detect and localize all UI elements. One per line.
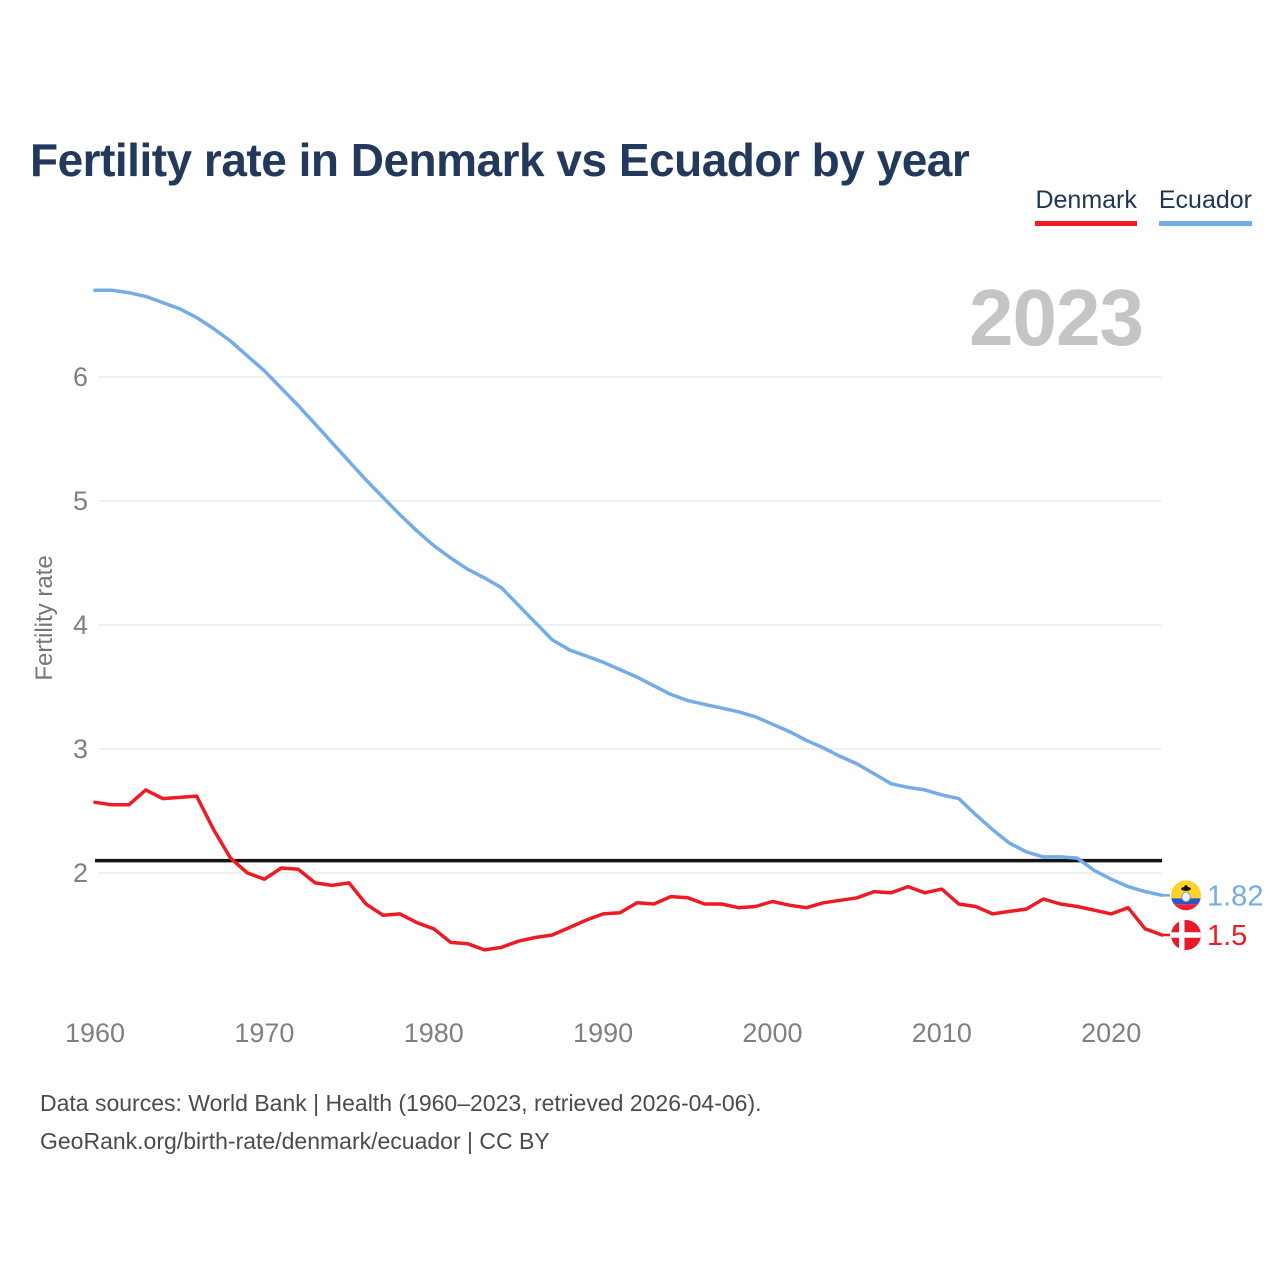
gridlines: 2 3 4 5 6 [73, 362, 1162, 888]
y-tick-label: 2 [73, 858, 88, 888]
y-tick-label: 3 [73, 734, 88, 764]
x-tick-label: 1990 [573, 1018, 633, 1048]
x-tick-label: 2020 [1081, 1018, 1141, 1048]
x-axis-labels: 1960 1970 1980 1990 2000 2010 2020 [65, 1018, 1141, 1048]
y-tick-label: 5 [73, 486, 88, 516]
ecuador-flag-icon [1171, 880, 1201, 911]
x-tick-label: 2000 [742, 1018, 802, 1048]
ecuador-end-value-label: 1.82 [1207, 880, 1263, 912]
watermark-year: 2023 [969, 273, 1143, 362]
x-tick-label: 1960 [65, 1018, 125, 1048]
chart-footer: Data sources: World Bank | Health (1960–… [40, 1084, 762, 1160]
legend-item-ecuador[interactable]: Ecuador [1158, 186, 1252, 226]
x-tick-label: 1980 [404, 1018, 464, 1048]
denmark-end-value-label: 1.5 [1207, 920, 1247, 952]
chart-title: Fertility rate in Denmark vs Ecuador by … [30, 133, 970, 186]
legend-item-denmark[interactable]: Denmark [1035, 186, 1137, 226]
ecuador-line[interactable] [93, 288, 1164, 898]
denmark-flag-icon [1171, 920, 1201, 950]
x-tick-label: 1970 [234, 1018, 294, 1048]
y-tick-label: 4 [73, 610, 88, 640]
denmark-line[interactable] [93, 788, 1164, 952]
y-tick-label: 6 [73, 362, 88, 392]
footer-attribution: GeoRank.org/birth-rate/denmark/ecuador |… [40, 1128, 550, 1154]
x-tick-label: 2010 [912, 1018, 972, 1048]
chart-legend: Denmark Ecuador [1035, 186, 1252, 226]
footer-data-sources: Data sources: World Bank | Health (1960–… [40, 1090, 762, 1116]
y-axis-title: Fertility rate [31, 555, 58, 680]
